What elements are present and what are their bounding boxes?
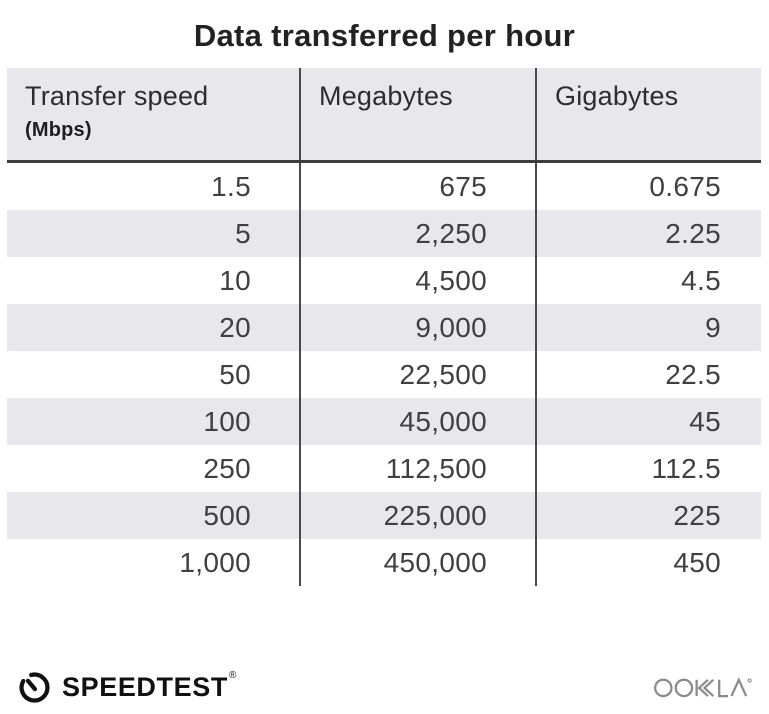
table-cell: 250 bbox=[7, 445, 301, 492]
column-header-gigabytes: Gigabytes bbox=[537, 68, 761, 160]
page-title: Data transferred per hour bbox=[193, 18, 576, 53]
speedometer-gauge-icon bbox=[19, 672, 50, 703]
table-cell: 675 bbox=[301, 163, 537, 210]
table-row: 20 9,000 9 bbox=[7, 304, 761, 351]
table-header-row: Transfer speed (Mbps) Megabytes Gigabyte… bbox=[7, 68, 761, 163]
table-cell: 9 bbox=[705, 312, 721, 343]
table-cell: 22,500 bbox=[301, 351, 537, 398]
table-row: 1.5 675 0.675 bbox=[7, 163, 761, 210]
column-header-transfer-speed: Transfer speed (Mbps) bbox=[7, 68, 301, 160]
table-row: 1,000 450,000 450 bbox=[7, 539, 761, 586]
table-cell: 1.5 bbox=[7, 163, 301, 210]
table-cell: 20 bbox=[7, 304, 301, 351]
speedtest-registered-mark: ® bbox=[228, 670, 237, 681]
table-cell: 22.5 bbox=[665, 359, 721, 390]
column-header-megabytes-label: Megabytes bbox=[319, 81, 453, 111]
table-cell: 50 bbox=[7, 351, 301, 398]
table-cell: 4,500 bbox=[301, 257, 537, 304]
column-header-transfer-speed-label: Transfer speed bbox=[25, 81, 209, 111]
table-row: 5 2,250 2.25 bbox=[7, 210, 761, 257]
table-cell: 100 bbox=[7, 398, 301, 445]
column-header-transfer-speed-unit: (Mbps) bbox=[25, 119, 92, 141]
table-cell: 450,000 bbox=[301, 539, 537, 586]
table-row: 50 22,500 22.5 bbox=[7, 351, 761, 398]
table-cell: 5 bbox=[7, 210, 301, 257]
ookla-logo bbox=[653, 670, 755, 705]
footer: SPEEDTEST® bbox=[16, 669, 755, 706]
table-cell: 0.675 bbox=[649, 171, 721, 202]
table-row: 10 4,500 4.5 bbox=[7, 257, 761, 304]
table-cell: 450 bbox=[673, 547, 721, 578]
table-cell: 1,000 bbox=[7, 539, 301, 586]
table-body: 1.5 675 0.675 5 2,250 2.25 10 4,500 4.5 20 9,000 9 5… bbox=[7, 163, 761, 586]
table-cell: 9,000 bbox=[301, 304, 537, 351]
table-cell: 225 bbox=[673, 500, 721, 531]
table-cell: 10 bbox=[7, 257, 301, 304]
table-cell: 45 bbox=[689, 406, 721, 437]
table-cell: 2,250 bbox=[301, 210, 537, 257]
column-header-megabytes: Megabytes bbox=[301, 68, 537, 160]
table-cell: 112.5 bbox=[651, 453, 721, 484]
table-row: 100 45,000 45 bbox=[7, 398, 761, 445]
speedtest-wordmark: SPEEDTEST® bbox=[62, 670, 237, 703]
table-cell: 4.5 bbox=[681, 265, 721, 296]
table-row: 250 112,500 112.5 bbox=[7, 445, 761, 492]
table-cell: 2.25 bbox=[665, 218, 721, 249]
table-cell: 112,500 bbox=[301, 445, 537, 492]
data-table: Transfer speed (Mbps) Megabytes Gigabyte… bbox=[7, 68, 761, 586]
table-row: 500 225,000 225 bbox=[7, 492, 761, 539]
column-header-gigabytes-label: Gigabytes bbox=[555, 81, 679, 111]
table-cell: 45,000 bbox=[301, 398, 537, 445]
table-cell: 225,000 bbox=[301, 492, 537, 539]
table-cell: 500 bbox=[7, 492, 301, 539]
speedtest-label: SPEEDTEST bbox=[62, 672, 228, 702]
ookla-wordmark-icon bbox=[654, 677, 752, 698]
speedtest-logo: SPEEDTEST® bbox=[16, 669, 236, 706]
